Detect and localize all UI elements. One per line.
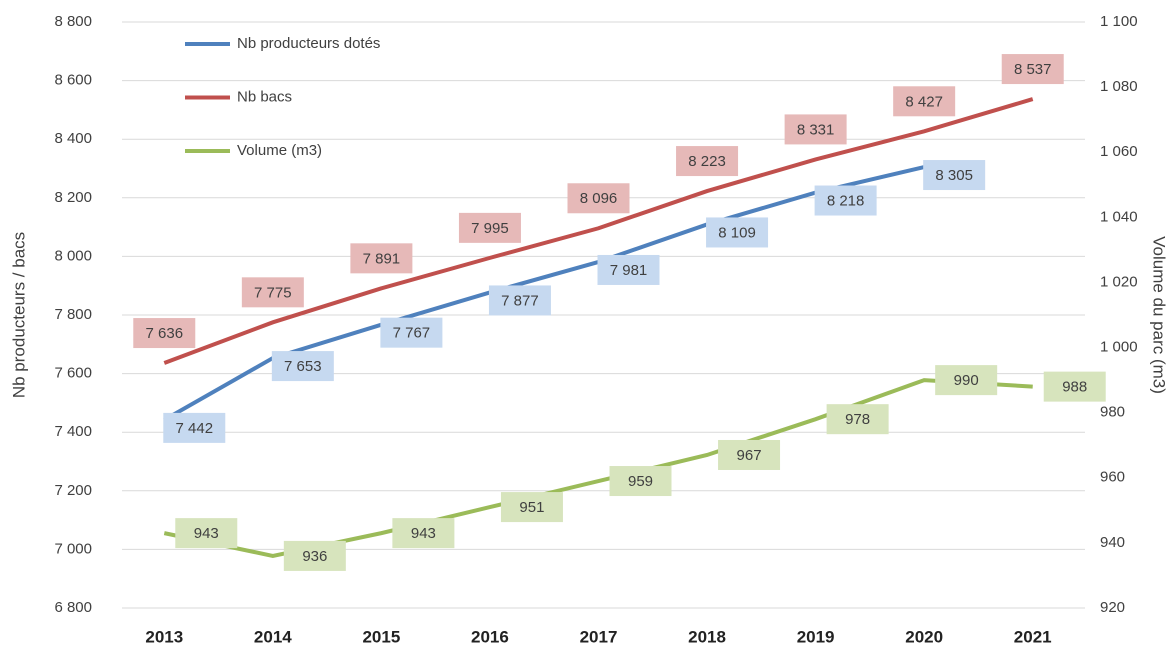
data-label-box — [271, 351, 334, 382]
x-tick-label: 2013 — [145, 627, 183, 646]
data-label-box — [1001, 54, 1064, 85]
series-line — [163, 97, 1034, 365]
data-label-box — [826, 404, 889, 435]
data-label: 943 — [194, 525, 219, 542]
data-label-box — [923, 160, 986, 191]
x-tick-label: 2018 — [688, 627, 726, 646]
y2-tick-label: 1 080 — [1100, 78, 1138, 95]
data-label: 8 537 — [1014, 61, 1052, 78]
y-tick-label: 8 800 — [54, 13, 92, 30]
data-label-box — [814, 185, 877, 216]
data-label-box — [784, 114, 847, 145]
legend-label: Volume (m3) — [237, 142, 322, 159]
data-label: 8 109 — [718, 224, 756, 241]
data-label: 8 096 — [580, 190, 618, 207]
data-label: 951 — [519, 499, 544, 516]
data-label-box — [488, 285, 551, 316]
data-label: 7 775 — [254, 284, 292, 301]
x-tick-label: 2021 — [1014, 627, 1052, 646]
y2-tick-label: 1 100 — [1100, 13, 1138, 30]
data-label-box — [392, 518, 455, 549]
data-label-box — [676, 146, 739, 177]
data-label: 990 — [954, 372, 979, 389]
data-label: 7 981 — [610, 262, 648, 279]
data-label-box — [380, 317, 443, 348]
data-label: 8 305 — [935, 167, 973, 184]
x-tick-label: 2016 — [471, 627, 509, 646]
data-label-box — [706, 217, 769, 248]
data-label: 7 653 — [284, 358, 322, 375]
x-tick-label: 2015 — [362, 627, 400, 646]
data-label-box — [241, 277, 304, 308]
data-label: 943 — [411, 525, 436, 542]
data-label: 967 — [737, 447, 762, 464]
y2-tick-label: 1 000 — [1100, 339, 1138, 356]
y-tick-label: 8 200 — [54, 189, 92, 206]
y2-tick-label: 940 — [1100, 534, 1125, 551]
data-label: 959 — [628, 473, 653, 490]
y-tick-label: 8 600 — [54, 72, 92, 89]
data-label-box — [609, 466, 672, 497]
data-label: 7 877 — [501, 292, 539, 309]
y-tick-label: 7 600 — [54, 365, 92, 382]
y-tick-label: 7 200 — [54, 482, 92, 499]
data-label-box — [175, 518, 238, 549]
series-line — [163, 378, 1033, 558]
data-label: 936 — [302, 548, 327, 565]
y-axis-title: Nb producteurs / bacs — [9, 232, 28, 398]
data-label: 7 767 — [393, 325, 431, 342]
y-tick-label: 7 400 — [54, 423, 92, 440]
data-label: 8 427 — [905, 93, 943, 110]
data-label: 7 636 — [146, 325, 184, 342]
data-label-box — [935, 365, 998, 396]
y2-tick-label: 1 060 — [1100, 143, 1138, 160]
data-label-box — [500, 492, 563, 523]
y2-tick-label: 920 — [1100, 599, 1125, 616]
data-label-box — [133, 318, 196, 349]
x-tick-label: 2017 — [580, 627, 618, 646]
y-tick-label: 8 000 — [54, 247, 92, 264]
y2-tick-label: 1 020 — [1100, 273, 1138, 290]
data-label: 8 331 — [797, 121, 835, 138]
y2-tick-label: 980 — [1100, 404, 1125, 421]
x-tick-label: 2014 — [254, 627, 292, 646]
data-label: 988 — [1062, 379, 1087, 396]
y2-tick-label: 1 040 — [1100, 208, 1138, 225]
data-label: 8 223 — [688, 153, 726, 170]
y-tick-label: 7 000 — [54, 540, 92, 557]
data-label-box — [1043, 371, 1106, 402]
data-label-box — [567, 183, 630, 214]
y2-axis-title: Volume du parc (m3) — [1150, 236, 1169, 394]
data-label-box — [163, 412, 226, 443]
data-label: 7 442 — [176, 420, 214, 437]
data-label-box — [893, 86, 956, 117]
y2-tick-label: 960 — [1100, 469, 1125, 486]
data-label-box — [350, 243, 413, 274]
data-label: 978 — [845, 411, 870, 428]
y-tick-label: 7 800 — [54, 306, 92, 323]
legend-label: Nb producteurs dotés — [237, 35, 380, 52]
y-tick-label: 8 400 — [54, 130, 92, 147]
data-label: 8 218 — [827, 192, 865, 209]
data-label-box — [718, 439, 781, 470]
data-label: 7 995 — [471, 220, 509, 237]
x-tick-label: 2019 — [797, 627, 835, 646]
legend-label: Nb bacs — [237, 88, 292, 105]
x-tick-label: 2020 — [905, 627, 943, 646]
data-label-box — [283, 540, 346, 571]
y-tick-label: 6 800 — [54, 599, 92, 616]
data-label-box — [597, 254, 660, 285]
data-label-box — [458, 212, 521, 243]
data-label: 7 891 — [363, 250, 401, 267]
